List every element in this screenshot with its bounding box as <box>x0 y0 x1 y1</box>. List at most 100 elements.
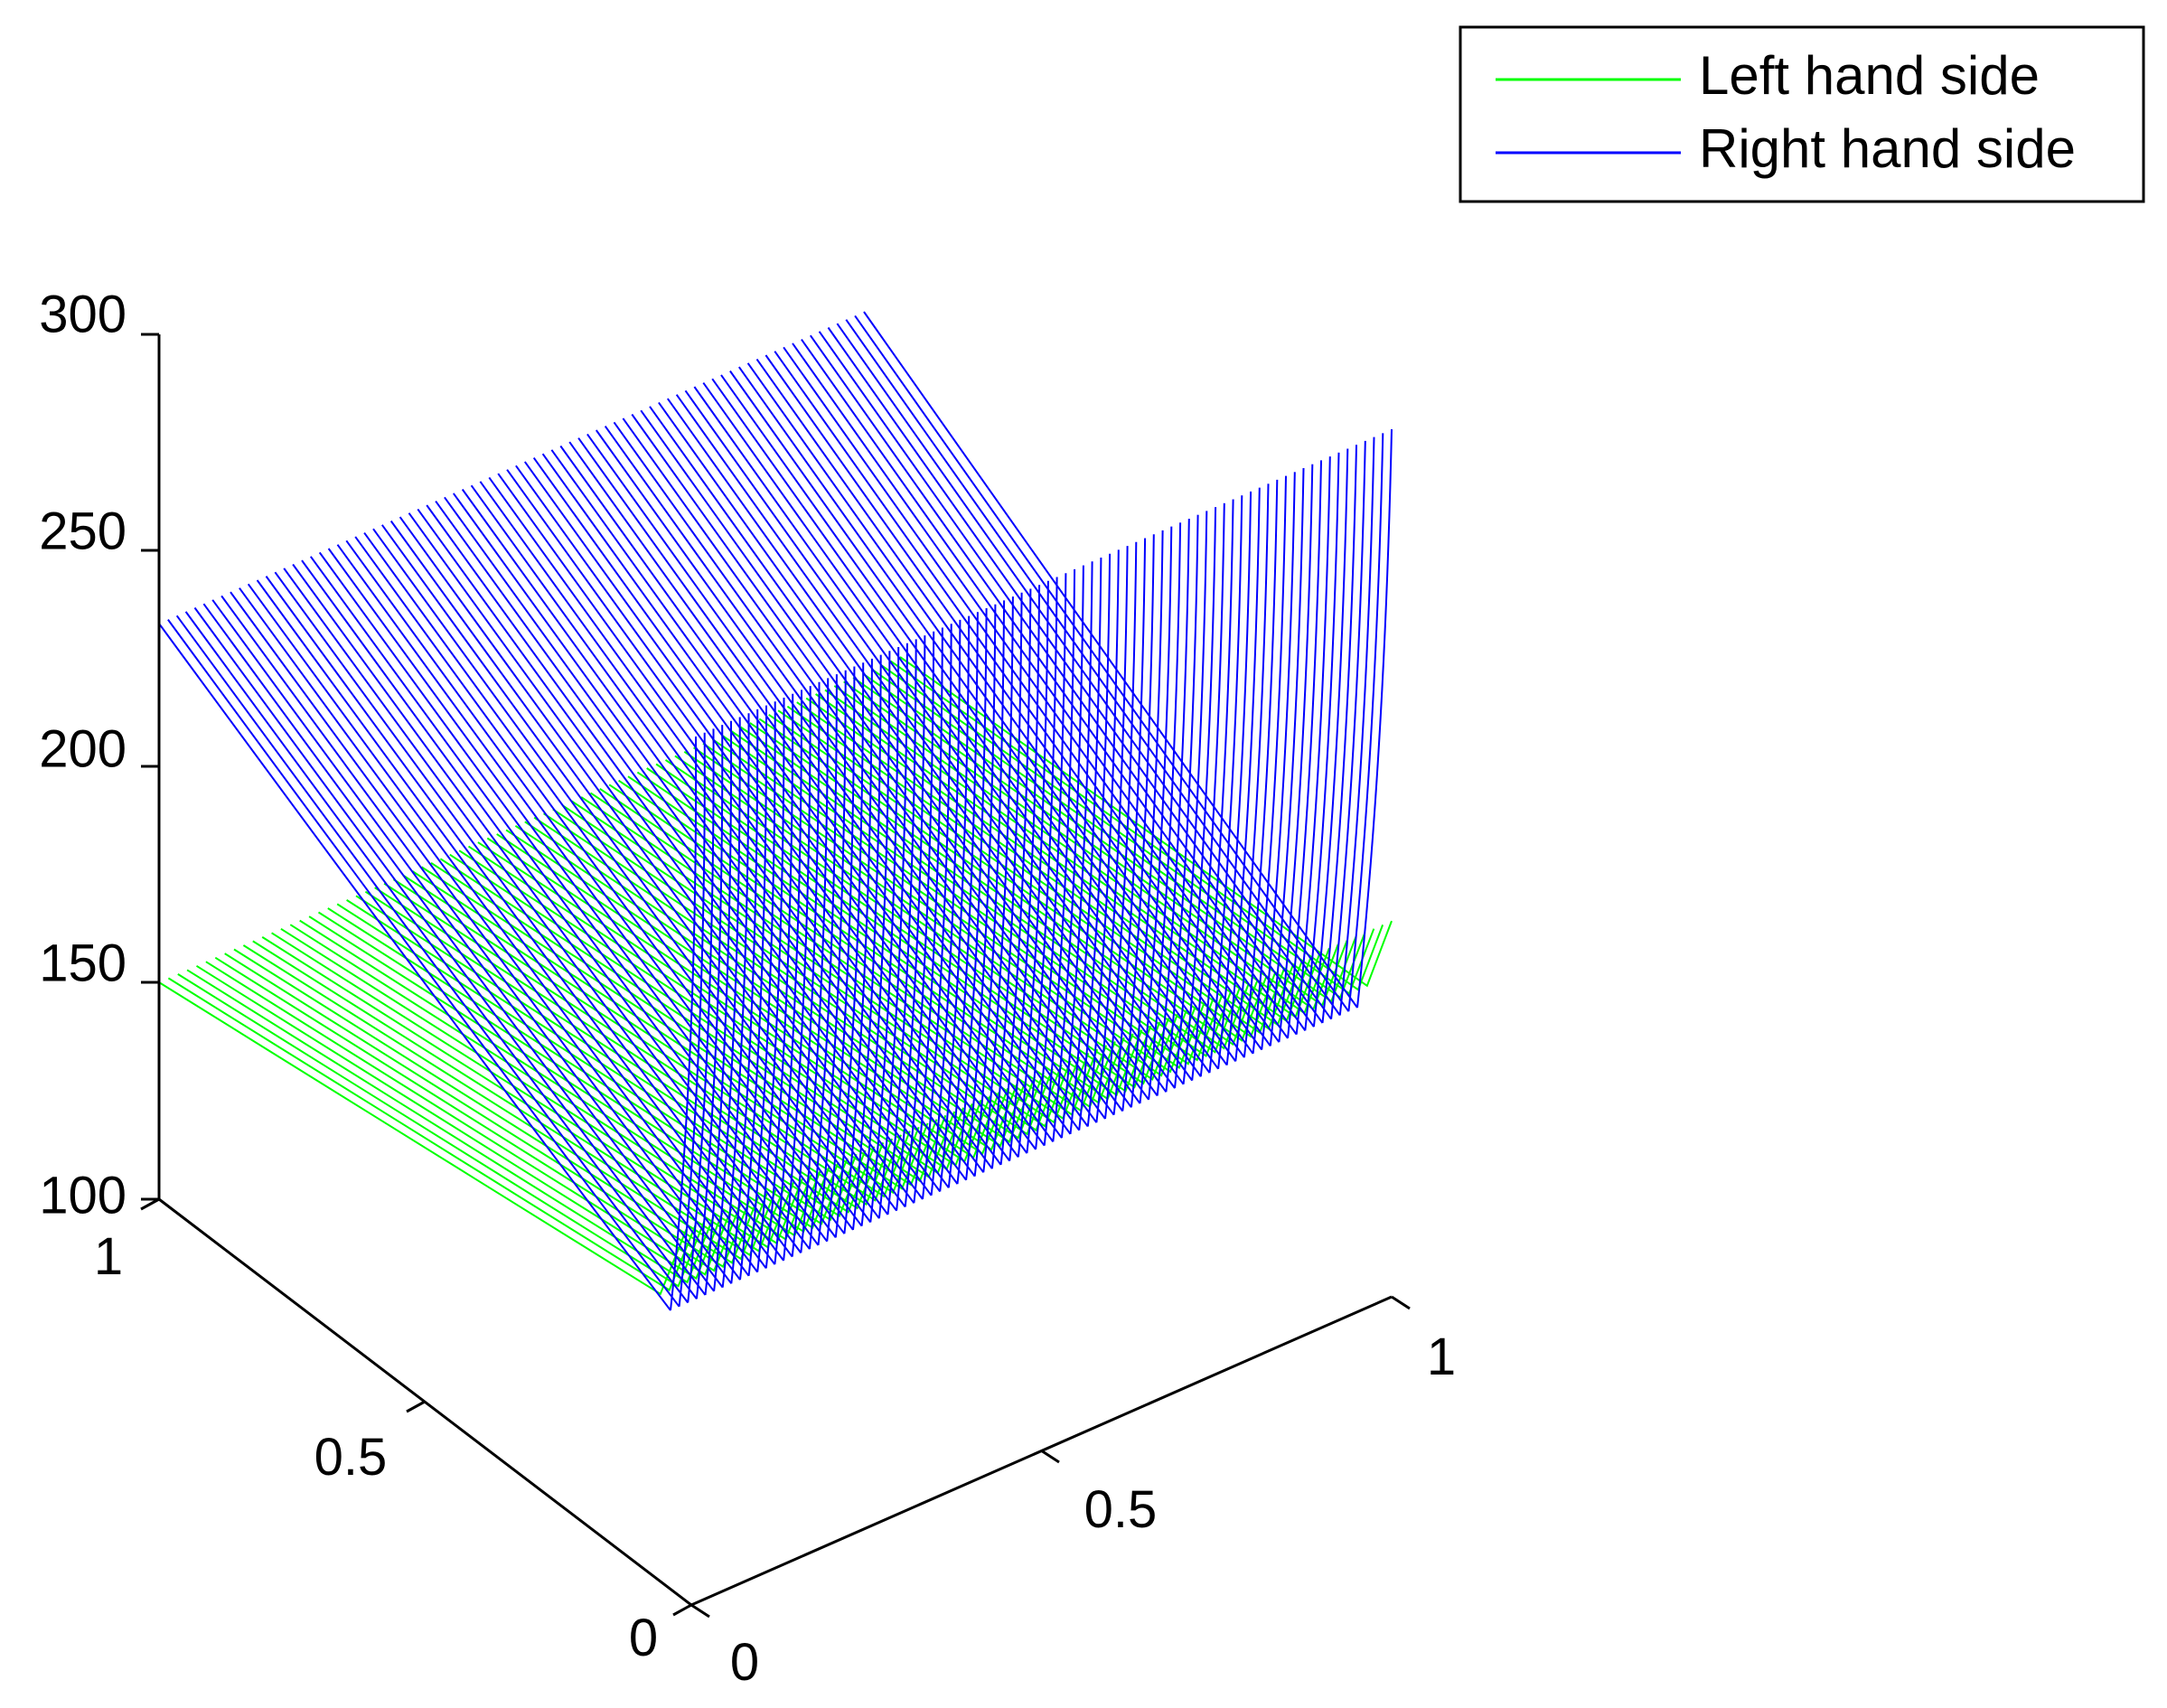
z-tick-label-150: 150 <box>39 934 127 992</box>
rhs-line <box>568 441 1072 1135</box>
rhs-line <box>1165 514 1199 1093</box>
z-tick-label-100: 100 <box>39 1166 127 1225</box>
lhs-line <box>899 656 1393 988</box>
lhs-line <box>514 824 1027 1148</box>
lhs-line <box>214 956 742 1272</box>
lhs-line <box>355 895 876 1214</box>
rhs-line <box>292 563 802 1254</box>
rhs-line <box>622 418 1124 1112</box>
lhs-line <box>327 907 849 1225</box>
y-tick-label-0: 0 <box>629 1609 658 1667</box>
lhs-line <box>392 878 911 1198</box>
rhs-line <box>541 453 1046 1147</box>
rhs-line <box>230 591 741 1281</box>
rhs-line <box>755 358 1254 1055</box>
rhs-line <box>845 319 1341 1017</box>
rhs-line <box>1225 487 1261 1065</box>
rhs-line <box>1148 522 1182 1100</box>
rhs-line <box>336 544 846 1234</box>
rhs-line <box>783 346 1280 1043</box>
rhs-line <box>836 323 1332 1020</box>
rhs-line <box>702 382 1202 1077</box>
rhs-line <box>301 559 811 1250</box>
rhs-line <box>1208 495 1243 1074</box>
rhs-line <box>309 556 820 1246</box>
rhs-line <box>175 615 689 1304</box>
rhs-line <box>711 378 1211 1074</box>
rhs-line <box>1312 448 1349 1028</box>
rhs-line <box>523 461 1028 1154</box>
rhs-line <box>854 314 1350 1012</box>
rhs-line <box>809 334 1307 1031</box>
lhs-line <box>890 660 1384 991</box>
lhs-line <box>205 961 733 1276</box>
lhs-line <box>336 903 858 1222</box>
rhs-line <box>1069 557 1102 1135</box>
lhs-line <box>242 944 768 1261</box>
rhs-line <box>265 576 776 1265</box>
y-tick-label-1: 1 <box>94 1227 123 1286</box>
rhs-line <box>1052 565 1084 1142</box>
z-tick-label-250: 250 <box>39 502 127 560</box>
rhs-line <box>515 465 1019 1158</box>
lhs-line <box>195 964 724 1281</box>
rhs-line <box>1112 538 1147 1115</box>
rhs-line <box>1338 436 1375 1016</box>
rhs-line <box>586 433 1089 1128</box>
lhs-line <box>561 804 1072 1128</box>
rhs-line <box>1199 499 1234 1077</box>
rhs-line <box>595 429 1098 1123</box>
legend-label-right-hand-side: Right hand side <box>1699 118 2076 179</box>
lhs-line <box>571 800 1081 1124</box>
rhs-line <box>506 469 1011 1162</box>
lhs-line <box>411 870 929 1190</box>
rhs-line <box>408 512 915 1204</box>
rhs-line <box>158 623 671 1311</box>
rhs-line <box>818 331 1315 1028</box>
rhs-line <box>774 351 1271 1046</box>
rhs-line <box>1078 553 1112 1131</box>
rhs-line <box>720 374 1219 1070</box>
rhs-line <box>426 504 933 1197</box>
lhs-line <box>749 722 1250 1050</box>
rhs-line <box>372 528 880 1219</box>
rhs-line <box>354 536 863 1227</box>
rhs-line <box>1356 428 1393 1009</box>
rhs-line <box>559 445 1063 1139</box>
x-tick-0.5 <box>1040 1449 1060 1464</box>
rhs-line <box>1104 541 1138 1120</box>
lhs-line <box>374 887 894 1206</box>
axes: 100 150 200 250 300 0 0.5 1 0 0.5 1 <box>39 285 1456 1692</box>
rhs-line <box>184 611 698 1300</box>
rhs-line <box>1121 534 1155 1112</box>
rhs-line <box>658 401 1159 1097</box>
rhs-line <box>1191 502 1225 1081</box>
x-tick-1 <box>1391 1295 1411 1310</box>
rhs-line <box>1330 440 1366 1019</box>
rhs-line <box>1261 472 1296 1050</box>
lhs-line <box>739 726 1242 1054</box>
x-tick-label-0: 0 <box>730 1633 759 1692</box>
rhs-line <box>389 520 897 1212</box>
rhs-line <box>801 339 1298 1036</box>
rhs-line <box>1287 460 1322 1039</box>
rhs-line <box>220 595 733 1284</box>
rhs-line <box>1139 526 1173 1104</box>
rhs-line <box>444 496 950 1188</box>
rhs-line <box>380 524 889 1215</box>
rhs-line <box>1321 445 1357 1024</box>
rhs-line <box>737 366 1237 1062</box>
rhs-line <box>1295 456 1331 1035</box>
rhs-line <box>1234 483 1270 1062</box>
lhs-line <box>777 709 1277 1038</box>
z-tick-label-200: 200 <box>39 719 127 778</box>
rhs-line <box>1252 475 1287 1055</box>
rhs-line <box>1156 518 1190 1096</box>
lhs-line <box>552 808 1063 1132</box>
rhs-line <box>1026 577 1058 1154</box>
lhs-line <box>533 816 1045 1140</box>
rhs-line <box>461 488 967 1181</box>
rhs-line <box>202 603 715 1292</box>
lhs-line <box>383 882 902 1202</box>
